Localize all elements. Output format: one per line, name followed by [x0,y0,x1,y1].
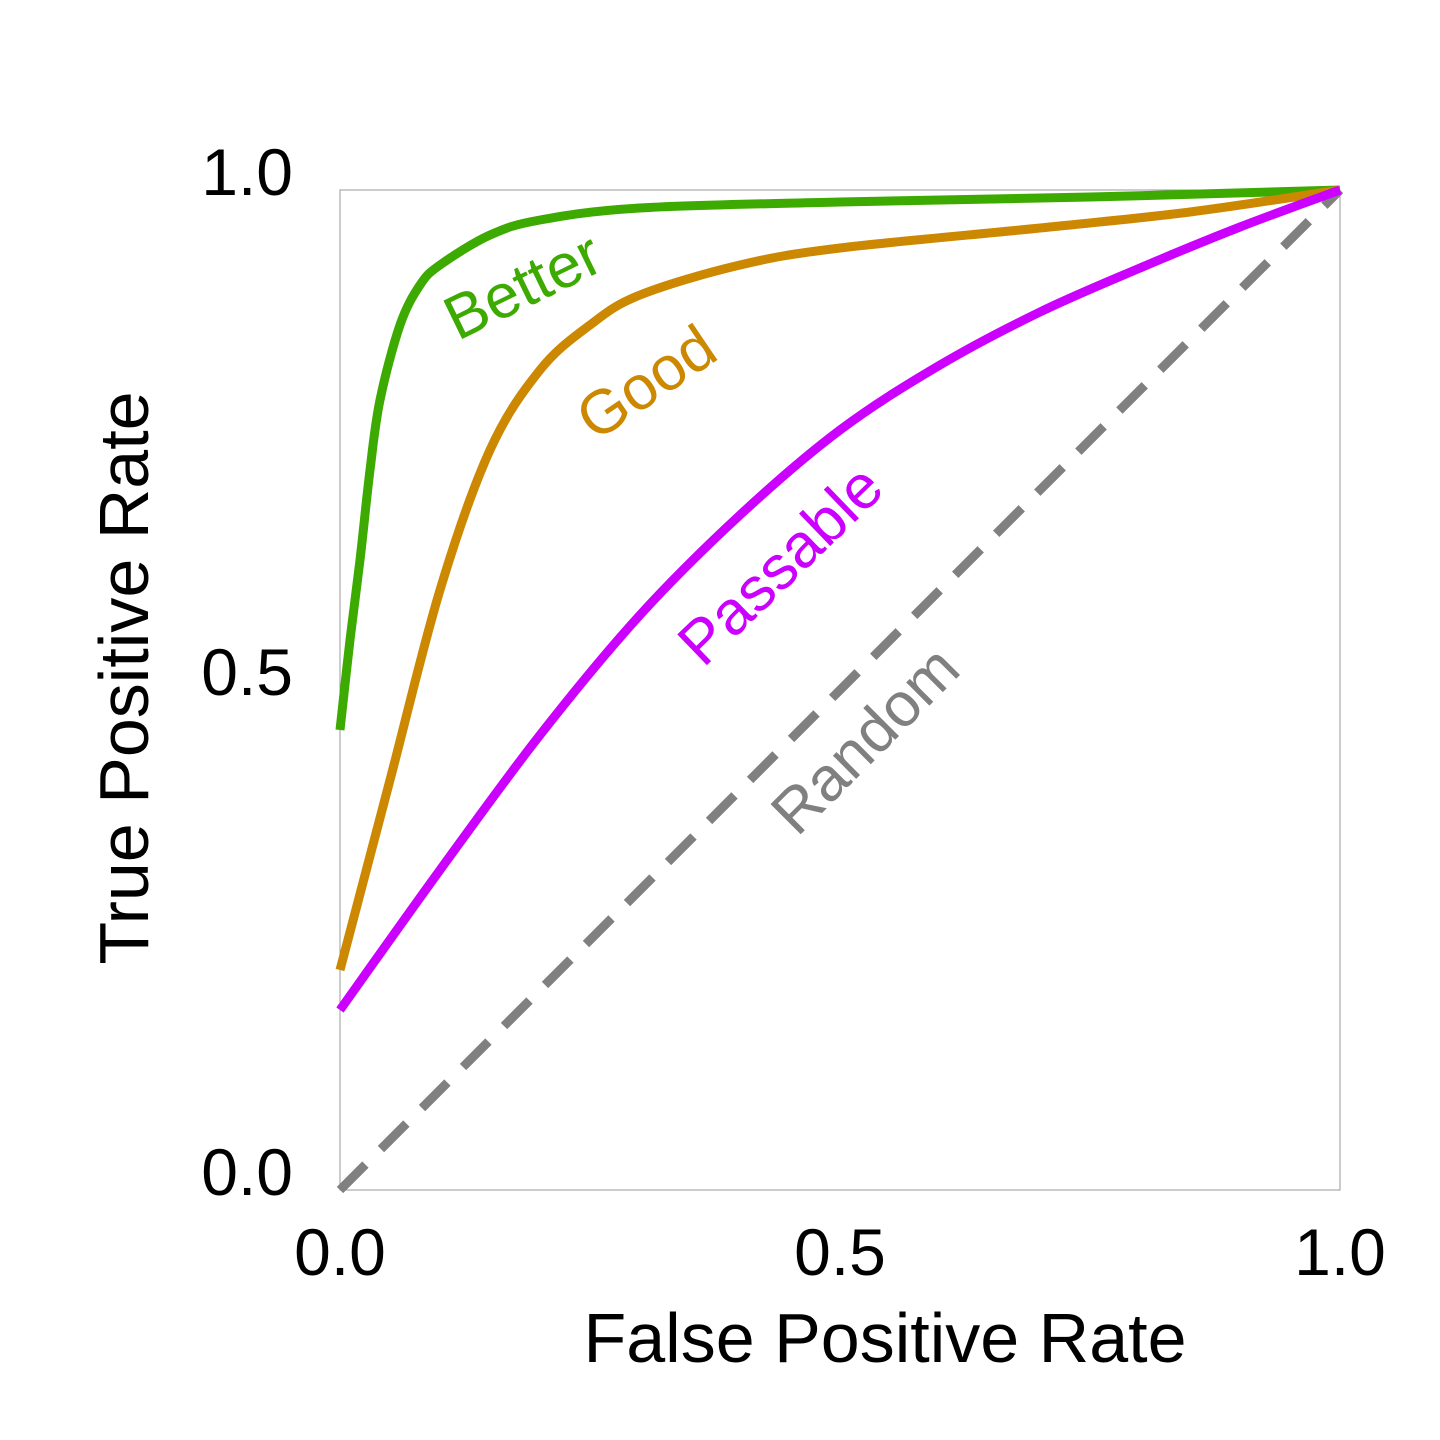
y-tick-label: 0.0 [201,1135,293,1209]
x-axis-label: False Positive Rate [583,1299,1186,1377]
y-tick-label: 1.0 [201,135,293,209]
x-tick-label: 0.5 [794,1215,886,1289]
series-label-random: Random [758,633,973,848]
x-tick-label: 0.0 [294,1215,386,1289]
series-line-random [336,186,1344,1194]
series-line-better [335,185,1341,731]
series-line-good [335,185,1341,972]
y-axis-label: True Positive Rate [85,391,163,964]
series-label-good: Good [564,312,728,454]
y-tick-label: 0.5 [201,635,293,709]
series-line-passable [336,185,1342,1013]
series-label-passable: Passable [665,452,896,679]
x-tick-label: 1.0 [1294,1215,1386,1289]
